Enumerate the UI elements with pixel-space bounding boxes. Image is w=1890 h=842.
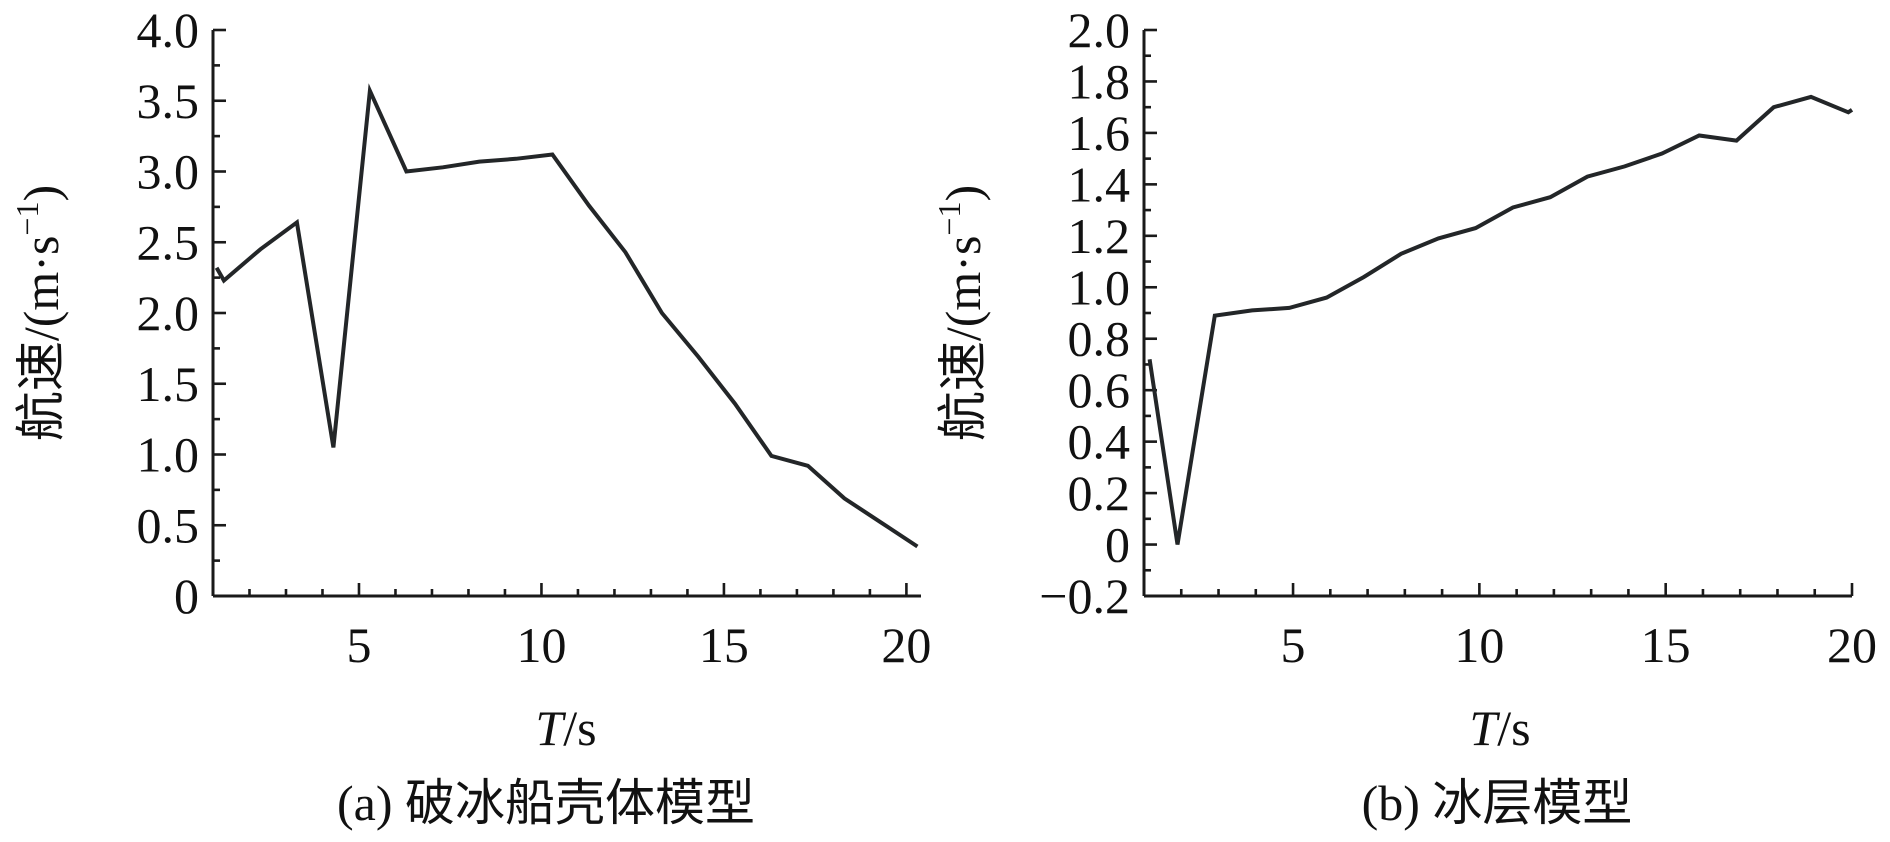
y-tick-label-b: 0.2 [1068,465,1131,521]
x-axis-title-b: T/s [1469,700,1530,756]
y-tick-label-b: 2.0 [1068,2,1131,58]
x-axis-title-a: T/s [535,700,596,756]
x-tick-label-b: 5 [1281,617,1306,673]
y-tick-label-b: 0.8 [1068,311,1131,367]
y-tick-label-b: 1.6 [1068,105,1131,161]
y-tick-label-b: 0.4 [1068,414,1131,470]
y-axis-title-b: 航速/(m·s−1) [931,185,991,441]
y-tick-label-b: 1.0 [1068,259,1131,315]
y-tick-label-a: 1.0 [137,427,200,483]
series-line-b [1147,94,1854,545]
y-tick-label-a: 3.5 [137,73,200,129]
y-tick-label-a: 3.0 [137,144,200,200]
y-tick-label-a: 4.0 [137,2,200,58]
panel-b: −0.200.20.40.60.81.01.21.41.61.82.0 5 10 15… [931,2,1877,831]
x-tick-label-a: 15 [699,617,749,673]
y-tick-label-a: 0 [174,568,199,624]
panel-a: 0 0.5 1.0 1.5 2.0 2.5 3.0 3.5 4.0 5 10 15 20 T/s 航速/(m… [9,2,931,831]
caption-b: (b) 冰层模型 [1362,775,1633,831]
x-tick-label-b: 20 [1827,617,1877,673]
x-tick-label-a: 5 [346,617,371,673]
x-tick-label-a: 10 [516,617,566,673]
y-tick-label-b: 1.2 [1068,208,1131,264]
x-tick-label-a: 20 [881,617,931,673]
caption-a: (a) 破冰船壳体模型 [337,775,755,831]
y-axis-title-a: 航速/(m·s−1) [9,185,69,441]
y-tick-label-b: 0.6 [1068,362,1131,418]
y-tick-label-a: 2.0 [137,285,200,341]
y-tick-label-b: 0 [1105,517,1130,573]
series-line-a [214,83,919,549]
y-tick-label-b: −0.2 [1039,568,1130,624]
x-tick-label-b: 15 [1641,617,1691,673]
y-tick-label-b: 1.8 [1068,53,1131,109]
y-tick-label-a: 2.5 [137,214,200,270]
y-tick-label-a: 0.5 [137,497,200,553]
y-tick-label-a: 1.5 [137,356,200,412]
y-tick-label-b: 1.4 [1068,156,1131,212]
x-tick-label-b: 10 [1454,617,1504,673]
